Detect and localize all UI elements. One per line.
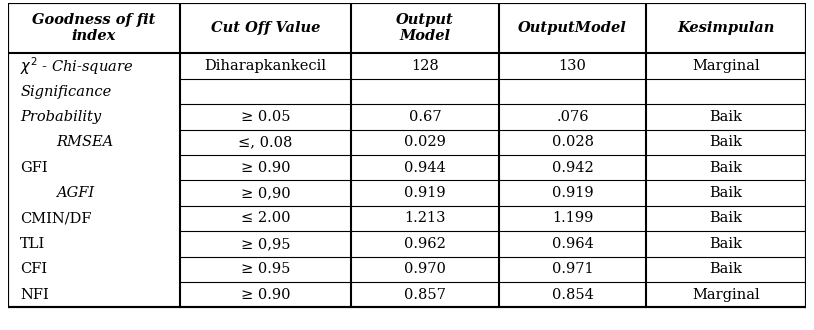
- Text: NFI: NFI: [20, 288, 49, 302]
- Text: Goodness of fit
index: Goodness of fit index: [33, 13, 155, 44]
- Text: .076: .076: [556, 110, 589, 124]
- Text: 0.970: 0.970: [404, 262, 446, 276]
- Text: Diharapkankecil: Diharapkankecil: [204, 59, 326, 73]
- Text: 0.854: 0.854: [552, 288, 593, 302]
- Text: 128: 128: [411, 59, 439, 73]
- Text: Baik: Baik: [710, 212, 742, 225]
- Text: Cut Off Value: Cut Off Value: [211, 21, 320, 35]
- Text: ≥ 0.05: ≥ 0.05: [241, 110, 290, 124]
- Text: 0.964: 0.964: [552, 237, 593, 251]
- Text: 0.029: 0.029: [404, 135, 446, 149]
- Text: Output
Model: Output Model: [396, 13, 454, 44]
- Text: TLI: TLI: [20, 237, 46, 251]
- Text: 1.199: 1.199: [552, 212, 593, 225]
- Text: Baik: Baik: [710, 161, 742, 175]
- Text: 0.857: 0.857: [404, 288, 446, 302]
- Text: 0.962: 0.962: [404, 237, 446, 251]
- Text: OutputModel: OutputModel: [519, 21, 627, 35]
- Text: 0.942: 0.942: [552, 161, 593, 175]
- Text: Significance: Significance: [20, 84, 112, 99]
- Text: Marginal: Marginal: [692, 59, 760, 73]
- Text: Probability: Probability: [20, 110, 101, 124]
- Text: 0.919: 0.919: [552, 186, 593, 200]
- Text: CMIN/DF: CMIN/DF: [20, 212, 92, 225]
- Text: ≥ 0.95: ≥ 0.95: [241, 262, 290, 276]
- Text: 0.919: 0.919: [404, 186, 446, 200]
- Text: $\chi^2$ - Chi-square: $\chi^2$ - Chi-square: [20, 55, 133, 77]
- Text: 0.67: 0.67: [409, 110, 441, 124]
- Text: ≥ 0.90: ≥ 0.90: [241, 288, 290, 302]
- Text: ≥ 0,90: ≥ 0,90: [241, 186, 291, 200]
- Text: 0.944: 0.944: [404, 161, 446, 175]
- Text: 0.028: 0.028: [552, 135, 593, 149]
- Text: Baik: Baik: [710, 262, 742, 276]
- Text: ≥ 0.90: ≥ 0.90: [241, 161, 290, 175]
- Text: ≥ 0,95: ≥ 0,95: [241, 237, 290, 251]
- Text: ≤ 2.00: ≤ 2.00: [241, 212, 290, 225]
- Text: 1.213: 1.213: [405, 212, 446, 225]
- Text: GFI: GFI: [20, 161, 48, 175]
- Text: Baik: Baik: [710, 135, 742, 149]
- Text: Kesimpulan: Kesimpulan: [677, 21, 775, 35]
- Text: Baik: Baik: [710, 186, 742, 200]
- Text: Baik: Baik: [710, 110, 742, 124]
- Text: Marginal: Marginal: [692, 288, 760, 302]
- Text: ≤, 0.08: ≤, 0.08: [239, 135, 292, 149]
- Text: Baik: Baik: [710, 237, 742, 251]
- Text: RMSEA: RMSEA: [56, 135, 113, 149]
- Text: AGFI: AGFI: [56, 186, 94, 200]
- Text: CFI: CFI: [20, 262, 47, 276]
- Text: 0.971: 0.971: [552, 262, 593, 276]
- Text: 130: 130: [558, 59, 586, 73]
